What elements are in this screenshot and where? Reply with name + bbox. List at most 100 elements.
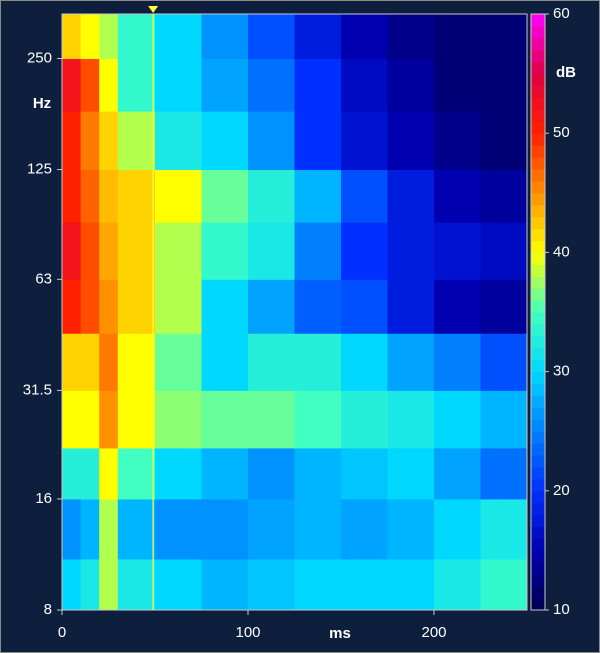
heat-cell <box>117 222 156 280</box>
heat-cell <box>387 447 435 500</box>
colorbar-step <box>531 407 545 420</box>
heat-cell <box>434 169 481 223</box>
heat-cell <box>62 169 82 223</box>
heat-cell <box>155 558 202 611</box>
heat-cell <box>434 58 481 112</box>
colorbar-step <box>531 490 545 504</box>
heat-cell <box>341 222 388 280</box>
colorbar-step <box>531 300 545 313</box>
colorbar-step <box>531 383 545 396</box>
heat-cell <box>201 333 249 391</box>
colorbar-step <box>531 347 545 361</box>
colorbar-step <box>531 371 545 385</box>
x-tick-label: 200 <box>421 624 446 641</box>
heat-cell <box>117 111 156 171</box>
heat-cell <box>201 390 249 449</box>
heat-cell <box>341 14 388 59</box>
y-tick-label: 250 <box>27 49 52 66</box>
heat-cell <box>117 279 156 334</box>
colorbar-step <box>531 192 545 206</box>
y-tick-label: 16 <box>35 490 52 507</box>
heat-cell <box>155 390 202 449</box>
heat-cell <box>155 14 202 59</box>
heat-cell <box>201 498 249 560</box>
heat-cell <box>248 111 295 171</box>
heat-cell <box>62 558 82 611</box>
heat-cell <box>117 558 156 611</box>
heat-cell <box>155 447 202 500</box>
colorbar-step <box>531 550 545 563</box>
colorbar-step <box>531 216 545 230</box>
heat-cell <box>387 390 435 449</box>
heat-cell <box>341 333 388 391</box>
heat-cell <box>434 447 481 500</box>
heat-cell <box>480 279 528 334</box>
heat-cell <box>434 14 481 59</box>
colorbar-step <box>531 443 545 456</box>
heat-cell <box>248 333 295 391</box>
heat-cell <box>294 222 342 280</box>
heat-cell <box>201 447 249 500</box>
colorbar-border <box>530 13 546 611</box>
colorbar-tick-label: 40 <box>553 243 570 260</box>
heat-cell <box>248 58 295 112</box>
colorbar-step <box>531 431 545 444</box>
heat-cell <box>294 169 342 223</box>
heat-cell <box>248 279 295 334</box>
heat-cell <box>434 498 481 560</box>
colorbar-step <box>531 204 545 218</box>
heat-cell <box>294 58 342 112</box>
heat-cell <box>62 390 82 449</box>
cursor-marker <box>148 6 159 13</box>
heat-cell <box>248 390 295 449</box>
colorbar-step <box>531 121 545 134</box>
heat-cell <box>201 279 249 334</box>
heat-cell <box>80 169 100 223</box>
heat-cell <box>155 58 202 112</box>
heat-cell <box>294 390 342 449</box>
heat-cell <box>341 447 388 500</box>
heat-cell <box>99 58 119 112</box>
heat-cell <box>99 169 119 223</box>
heat-cell <box>99 111 119 171</box>
colorbar-step <box>531 514 545 528</box>
heat-cell <box>201 111 249 171</box>
heat-cell <box>294 558 342 611</box>
heat-cell <box>201 222 249 280</box>
heat-cell <box>387 558 435 611</box>
heat-cell <box>480 111 528 171</box>
heat-cell <box>80 333 100 391</box>
heat-cell <box>294 111 342 171</box>
heat-cell <box>387 222 435 280</box>
heat-cell <box>341 498 388 560</box>
heat-cell <box>155 111 202 171</box>
colorbar-step <box>531 73 545 87</box>
heat-cell <box>480 222 528 280</box>
heat-cell <box>341 169 388 223</box>
heat-cell <box>117 14 156 59</box>
heat-cell <box>387 498 435 560</box>
heat-cell <box>434 558 481 611</box>
heat-cell <box>248 169 295 223</box>
heat-cell <box>99 14 119 59</box>
colorbar-step <box>531 502 545 516</box>
heat-cell <box>62 222 82 280</box>
heat-cell <box>294 498 342 560</box>
heat-cell <box>99 390 119 449</box>
heat-cell <box>434 111 481 171</box>
colorbar-step <box>531 168 545 182</box>
heat-cell <box>480 498 528 560</box>
colorbar-step <box>531 288 545 301</box>
heat-cell <box>62 447 82 500</box>
heat-cell <box>155 333 202 391</box>
colorbar-step <box>531 323 545 337</box>
colorbar-step <box>531 145 545 158</box>
colorbar-step <box>531 598 545 611</box>
heat-cell <box>80 447 100 500</box>
heat-cell <box>248 447 295 500</box>
colorbar-step <box>531 312 545 325</box>
colorbar-step <box>531 562 545 575</box>
colorbar-label: dB <box>556 64 576 81</box>
